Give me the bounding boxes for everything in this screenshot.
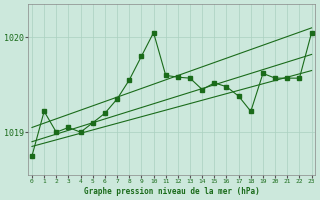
X-axis label: Graphe pression niveau de la mer (hPa): Graphe pression niveau de la mer (hPa): [84, 187, 260, 196]
